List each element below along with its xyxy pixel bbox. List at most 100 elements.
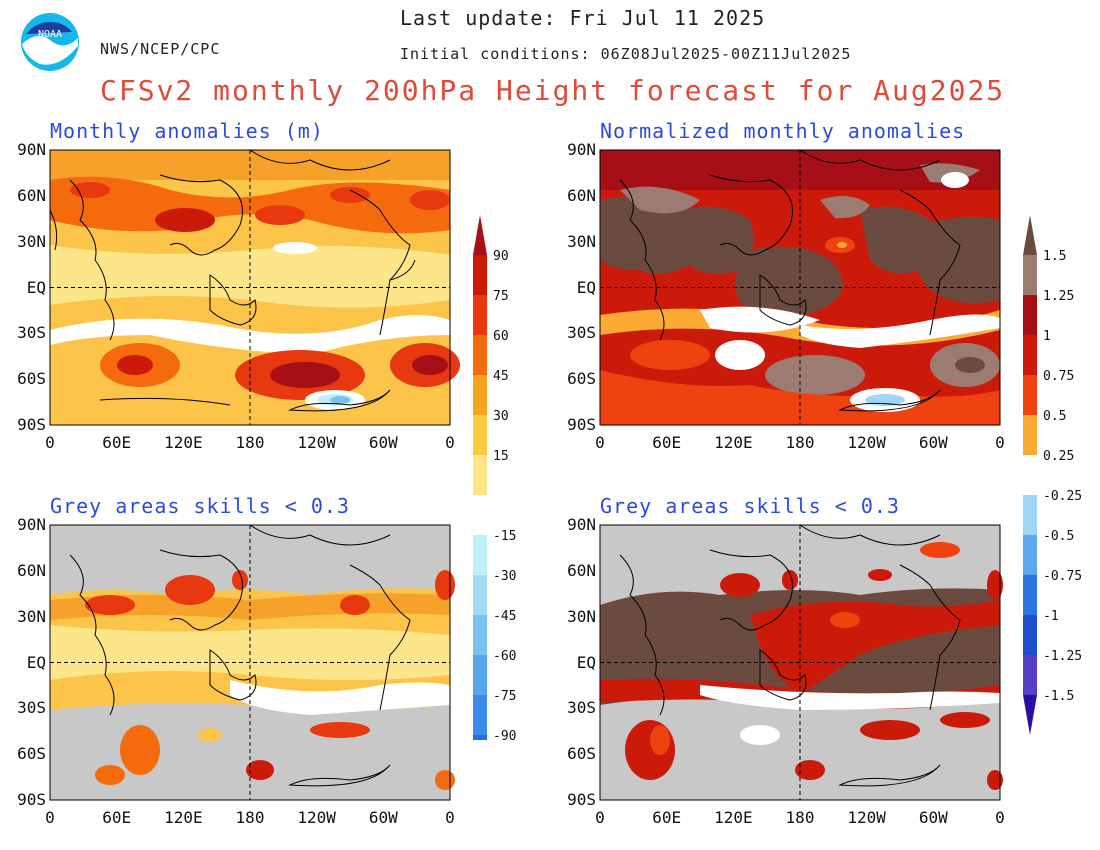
lat-label: EQ: [576, 277, 596, 297]
lat-label: 90N: [567, 140, 596, 159]
lat-label: 60S: [17, 369, 46, 389]
colorbar-label: 1: [1043, 329, 1051, 344]
lon-label: 120E: [164, 433, 203, 452]
lat-label: EQ: [576, 652, 596, 672]
colorbar-segment: [1023, 615, 1037, 655]
lon-label: 120W: [847, 433, 886, 452]
lon-label: 0: [595, 433, 605, 452]
lon-label: 0: [595, 808, 605, 827]
colorbar-label: -1.5: [1043, 689, 1074, 704]
colorbar-label: -75: [493, 689, 516, 704]
colorbar-label: -1.25: [1043, 649, 1082, 664]
panel-title-skill-anomalies: Grey areas skills < 0.3: [50, 494, 350, 518]
colorbar-label: 1.25: [1043, 289, 1074, 304]
lon-label: 60W: [368, 808, 398, 827]
lat-label: 60N: [567, 560, 596, 580]
lon-label: 60E: [652, 808, 682, 827]
colorbar-label: 60: [493, 329, 509, 344]
lon-label: 60E: [102, 433, 132, 452]
panel-title-skill-normalized: Grey areas skills < 0.3: [600, 494, 900, 518]
colorbar-segment: [473, 735, 487, 740]
lat-label: 90N: [17, 515, 46, 534]
colorbar-segment: [1023, 535, 1037, 575]
lon-label: 60W: [918, 808, 948, 827]
initial-conditions: Initial conditions: 06Z08Jul2025-00Z11Ju…: [400, 45, 852, 63]
logo-text: NOAA: [38, 29, 62, 40]
colorbar-segment: [1023, 575, 1037, 615]
last-update: Last update: Fri Jul 11 2025: [400, 6, 766, 30]
colorbar-segment: [1023, 295, 1037, 335]
lon-label: 0: [445, 433, 455, 452]
colorbar-label: -0.5: [1043, 529, 1074, 544]
colorbar-top-arrow: [1023, 215, 1037, 255]
colorbar-label: -60: [493, 649, 516, 664]
colorbar-label: 75: [493, 289, 509, 304]
lon-label: 0: [995, 433, 1005, 452]
lon-label: 120E: [714, 808, 753, 827]
lon-label: 180: [785, 433, 815, 452]
colorbar-segment: [473, 295, 487, 335]
lat-label: 60S: [567, 369, 596, 389]
colorbar-segment: [473, 375, 487, 415]
lon-label: 60W: [368, 433, 398, 452]
colorbar-segment: [473, 255, 487, 295]
colorbar-label: 1.5: [1043, 249, 1066, 264]
map-normalized: [599, 149, 1001, 426]
lat-label: 90N: [567, 515, 596, 534]
lon-label: 180: [785, 808, 815, 827]
colorbar-label: 0.75: [1043, 369, 1074, 384]
lat-label: 90S: [567, 415, 596, 434]
colorbar-label: -30: [493, 569, 516, 584]
lon-label: 120W: [297, 433, 336, 452]
lon-label: 60E: [102, 808, 132, 827]
lat-label: 90S: [17, 415, 46, 434]
colorbar-label: 45: [493, 369, 509, 384]
lon-label: 60W: [918, 433, 948, 452]
lat-label: 30N: [17, 606, 46, 626]
colorbar-segment: [1023, 335, 1037, 375]
lon-label: 0: [995, 808, 1005, 827]
colorbar-segment: [473, 575, 487, 615]
colorbar-normalized: 1.5 1.25 1 0.75 0.5 0.25 -0.25 -0.5 -0.75 -1 -1.25…: [1023, 215, 1082, 735]
lat-label: 30S: [567, 323, 596, 343]
lat-label: 30N: [567, 231, 596, 251]
lon-label: 0: [45, 433, 55, 452]
lat-label: 60S: [567, 744, 596, 764]
colorbar-label: -15: [493, 529, 516, 544]
lon-label: 0: [45, 808, 55, 827]
colorbar-bottom-arrow: [1023, 695, 1037, 735]
lat-label: 30S: [17, 698, 46, 718]
colorbar-segment: [473, 615, 487, 655]
colorbar-segment: [473, 695, 487, 735]
lat-label: EQ: [26, 277, 46, 297]
colorbar-segment: [473, 335, 487, 375]
colorbar-label: -1: [1043, 609, 1059, 624]
lat-label: 90N: [17, 140, 46, 159]
map-skill-normalized: [599, 524, 1003, 801]
lon-label: 120W: [847, 808, 886, 827]
map-anomalies: [49, 149, 460, 426]
lat-label: EQ: [26, 652, 46, 672]
colorbar-segment: [1023, 455, 1037, 495]
colorbar-label: -0.75: [1043, 569, 1082, 584]
lat-label: 60N: [17, 560, 46, 580]
lat-label: 90S: [17, 790, 46, 809]
panel-title-anomalies: Monthly anomalies (m): [50, 119, 324, 143]
colorbar-segment: [1023, 255, 1037, 295]
map-skill-anomalies: [49, 524, 455, 801]
colorbar-height: 90 75 60 45 30 15 -15 -30 -45 -60 -75 -90: [473, 215, 516, 740]
colorbar-segment: [1023, 375, 1037, 415]
lat-label: 90S: [567, 790, 596, 809]
colorbar-segment: [1023, 495, 1037, 535]
colorbar-label: 30: [493, 409, 509, 424]
lat-label: 30N: [17, 231, 46, 251]
lon-label: 180: [235, 808, 265, 827]
lon-label: 0: [445, 808, 455, 827]
colorbar-label: 90: [493, 249, 509, 264]
colorbar-label: 0.5: [1043, 409, 1066, 424]
colorbar-segment: [473, 495, 487, 535]
lon-label: 120W: [297, 808, 336, 827]
lat-label: 30S: [17, 323, 46, 343]
panel-title-normalized: Normalized monthly anomalies: [600, 119, 966, 143]
colorbar-label: 15: [493, 449, 509, 464]
